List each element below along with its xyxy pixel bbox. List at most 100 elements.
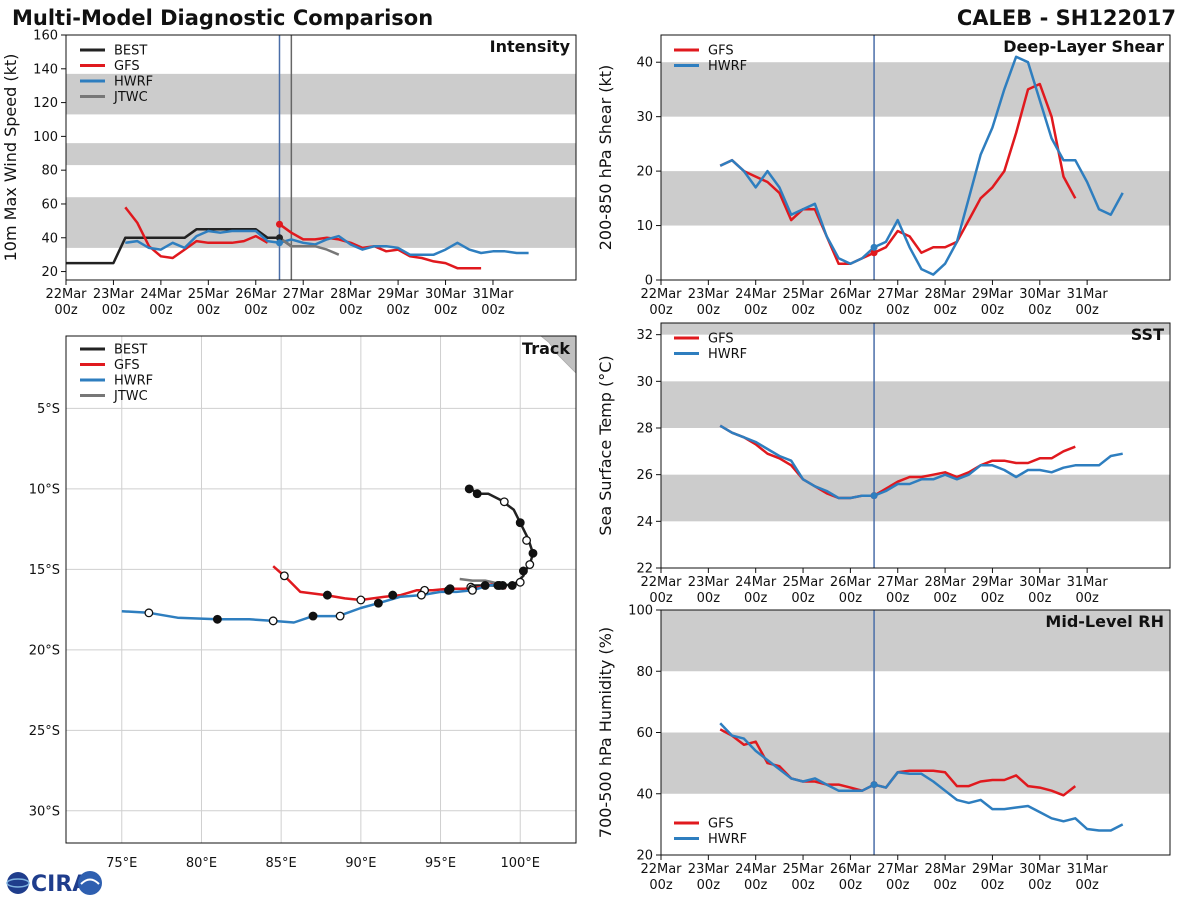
sst-line-hwrf-1 xyxy=(719,424,1123,500)
intensity-xtick-hour-8: 00z xyxy=(434,303,458,318)
intensity-ytick-label-5: 120 xyxy=(33,96,58,111)
rh-xtick-day-3: 25Mar xyxy=(783,862,825,877)
track-point-gfs-3 xyxy=(388,590,398,600)
intensity-xtick-day-4: 26Mar xyxy=(235,287,277,302)
rh-xtick-day-0: 22Mar xyxy=(640,862,682,877)
shear-legend-label-gfs: GFS xyxy=(708,44,734,59)
wave-icon xyxy=(80,878,100,885)
rh-xtick-hour-5: 00z xyxy=(886,878,910,893)
intensity-ytick-label-0: 20 xyxy=(41,265,58,280)
rh-xtick-hour-1: 00z xyxy=(697,878,721,893)
rh-ytick-label-1: 40 xyxy=(636,787,653,802)
cira-logo: CIRA xyxy=(6,871,102,897)
sst-xtick-day-8: 30Mar xyxy=(1019,575,1061,590)
track-point-hwrf-0 xyxy=(144,608,154,618)
shear-xtick-hour-6: 00z xyxy=(933,303,957,318)
sst-xtick-hour-3: 00z xyxy=(791,591,815,606)
intensity-panel: 22Mar00z23Mar00z24Mar00z25Mar00z26Mar00z… xyxy=(1,29,577,318)
sst-band-1 xyxy=(661,381,1170,428)
sst-line-gfs-0 xyxy=(719,424,1076,500)
sst-xtick-hour-2: 00z xyxy=(744,591,768,606)
shear-xtick-hour-8: 00z xyxy=(1028,303,1052,318)
track-point-gfs-1 xyxy=(322,590,332,600)
intensity-xtick-hour-4: 00z xyxy=(244,303,268,318)
intensity-series-group xyxy=(66,206,529,270)
intensity-current-point-hwrf-3 xyxy=(275,239,283,247)
track-legend-label-gfs: GFS xyxy=(114,358,140,373)
track-point-best-1 xyxy=(472,489,482,499)
shear-legend-label-hwrf: HWRF xyxy=(708,59,747,74)
sst-legend-label-gfs: GFS xyxy=(708,332,734,347)
shear-xtick-hour-4: 00z xyxy=(839,303,863,318)
track-point-best-7 xyxy=(518,566,528,576)
intensity-xtick-hour-0: 00z xyxy=(54,303,78,318)
track-xtick-label-0: 75°E xyxy=(106,856,137,871)
shear-xtick-day-4: 26Mar xyxy=(830,287,872,302)
track-point-hwrf-6 xyxy=(416,590,426,600)
sst-series-group xyxy=(719,424,1123,500)
intensity-xtick-day-0: 22Mar xyxy=(45,287,87,302)
intensity-xtick-day-1: 23Mar xyxy=(93,287,135,302)
rh-band-1 xyxy=(661,610,1170,672)
track-frame xyxy=(65,335,577,844)
intensity-legend-label-hwrf: HWRF xyxy=(114,75,153,90)
sst-xtick-hour-6: 00z xyxy=(933,591,957,606)
intensity-band-0 xyxy=(66,197,576,248)
sst-ylabel: Sea Surface Temp (°C) xyxy=(596,355,615,535)
sst-ytick-label-1: 24 xyxy=(636,515,653,530)
globe-orbit-icon xyxy=(6,878,30,888)
intensity-line-gfs-2 xyxy=(124,206,269,260)
track-point-best-4 xyxy=(522,535,532,545)
rh-xtick-hour-8: 00z xyxy=(1028,878,1052,893)
intensity-ytick-label-2: 60 xyxy=(41,197,58,212)
shear-current-point-hwrf-1 xyxy=(870,243,878,251)
intensity-xtick-hour-7: 00z xyxy=(386,303,410,318)
track-xtick-label-3: 90°E xyxy=(345,856,376,871)
intensity-line-jtwc-4 xyxy=(278,236,340,256)
shear-xtick-day-0: 22Mar xyxy=(640,287,682,302)
rh-xtick-hour-3: 00z xyxy=(791,878,815,893)
track-point-hwrf-3 xyxy=(308,611,318,621)
sst-xtick-day-2: 24Mar xyxy=(735,575,777,590)
figure-title: Multi-Model Diagnostic Comparison xyxy=(12,6,433,30)
rh-band-0 xyxy=(661,732,1170,794)
sst-xtick-hour-1: 00z xyxy=(697,591,721,606)
sst-xtick-day-6: 28Mar xyxy=(925,575,967,590)
sst-xtick-hour-8: 00z xyxy=(1028,591,1052,606)
shear-xtick-day-8: 30Mar xyxy=(1019,287,1061,302)
sst-ytick-label-0: 22 xyxy=(636,562,653,577)
track-ytick-label-2: 15°S xyxy=(29,563,60,578)
shear-xtick-day-3: 25Mar xyxy=(783,287,825,302)
intensity-ytick-label-6: 140 xyxy=(33,62,58,77)
intensity-xtick-hour-9: 00z xyxy=(481,303,505,318)
shear-ytick-label-0: 0 xyxy=(645,274,653,289)
intensity-ytick-label-4: 100 xyxy=(33,130,58,145)
shear-xtick-day-9: 31Mar xyxy=(1067,287,1109,302)
sst-xtick-day-4: 26Mar xyxy=(830,575,872,590)
rh-ylabel: 700-500 hPa Humidity (%) xyxy=(596,627,615,838)
track-point-gfs-0 xyxy=(279,571,289,581)
track-ytick-label-1: 10°S xyxy=(29,482,60,497)
rh-panel: 22Mar00z23Mar00z24Mar00z25Mar00z26Mar00z… xyxy=(596,604,1171,893)
intensity-xtick-hour-3: 00z xyxy=(197,303,221,318)
intensity-ytick-label-3: 80 xyxy=(41,164,58,179)
satellite-badge-icon xyxy=(78,871,102,895)
rh-xtick-day-8: 30Mar xyxy=(1019,862,1061,877)
shear-xtick-hour-3: 00z xyxy=(791,303,815,318)
track-point-best-6 xyxy=(525,560,535,570)
intensity-current-point-gfs-1 xyxy=(275,220,283,228)
intensity-current-point-best-0 xyxy=(275,234,283,242)
sst-xtick-hour-4: 00z xyxy=(839,591,863,606)
intensity-legend-label-jtwc: JTWC xyxy=(113,90,148,105)
intensity-xtick-day-5: 27Mar xyxy=(283,287,325,302)
shear-line-hwrf-1 xyxy=(719,55,1124,276)
track-point-best-11 xyxy=(480,581,490,590)
track-line-jtwc xyxy=(459,577,499,586)
track-ytick-label-3: 20°S xyxy=(29,643,60,658)
intensity-frame xyxy=(65,34,577,281)
track-point-hwrf-4 xyxy=(335,611,345,621)
track-legend-label-best: BEST xyxy=(114,343,147,358)
track-point-best-3 xyxy=(515,518,525,528)
shear-series-group xyxy=(719,55,1124,276)
intensity-line-gfs-1 xyxy=(278,223,482,270)
